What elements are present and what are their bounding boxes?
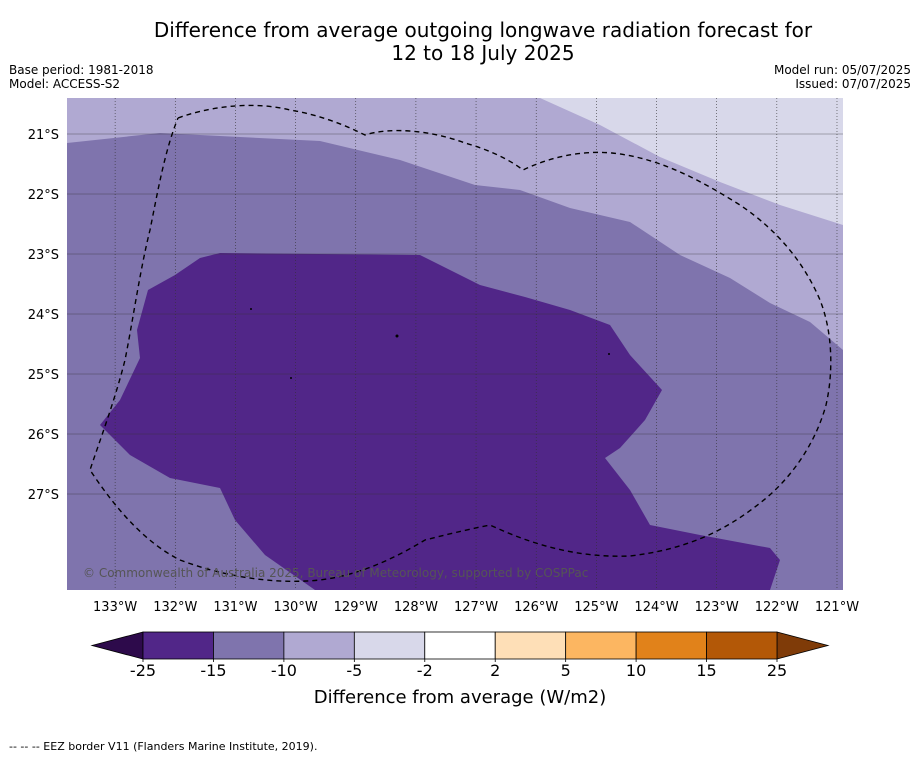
meta-right: Model run: 05/07/2025 Issued: 07/07/2025	[774, 63, 911, 91]
colorbar-tick-label: 25	[767, 661, 787, 680]
colorbar-bin	[353, 631, 426, 660]
eez-border	[89, 104, 832, 582]
longitude-tick-label: 123°W	[695, 600, 739, 615]
latitude-tick-label: 27°S	[28, 488, 59, 503]
colorbar-extend-min	[90, 631, 144, 660]
longitude-tick-label: 132°W	[153, 600, 197, 615]
meta-left: Base period: 1981-2018 Model: ACCESS-S2	[9, 63, 154, 91]
longitude-tick-label: 133°W	[93, 600, 137, 615]
title-line-1: Difference from average outgoing longwav…	[153, 18, 813, 42]
latitude-labels: 21°S 22°S 23°S 24°S 25°S 26°S 27°S	[28, 128, 59, 503]
latitude-tick-label: 21°S	[28, 128, 59, 143]
latitude-tick-label: 26°S	[28, 428, 59, 443]
zone-dark	[100, 253, 780, 590]
colorbar-tick-label: 10	[626, 661, 646, 680]
colorbar-bin	[494, 631, 567, 660]
colorbar-tick-label: -2	[417, 661, 433, 680]
colorbar-bin	[283, 631, 355, 660]
colorbar-tick-label: 15	[696, 661, 716, 680]
colorbar-bin	[706, 631, 778, 660]
colorbar-tick-label: 2	[490, 661, 500, 680]
colorbar-tick-label: 5	[561, 661, 571, 680]
gridlines	[67, 98, 843, 590]
longitude-tick-label: 128°W	[394, 600, 438, 615]
issued-date: Issued: 07/07/2025	[795, 77, 911, 91]
colorbar-bin	[635, 631, 707, 660]
copyright-note: © Commonwealth of Australia 2025, Bureau…	[83, 566, 588, 580]
footer-legend: -- -- -- EEZ border V11 (Flanders Marine…	[9, 740, 318, 753]
colorbar-bin	[565, 631, 637, 660]
longitude-tick-label: 121°W	[815, 600, 859, 615]
colorbar-tick-label: -15	[200, 661, 226, 680]
title-line-2: 12 to 18 July 2025	[391, 41, 575, 65]
map-title: Difference from average outgoing longwav…	[0, 19, 919, 65]
longitude-tick-label: 122°W	[755, 600, 799, 615]
colorbar-bin	[424, 631, 496, 660]
longitude-tick-label: 126°W	[514, 600, 558, 615]
latitude-tick-label: 23°S	[28, 248, 59, 263]
colorbar: -25 -15 -10 -5 -2 2 5 10 15 25	[90, 631, 830, 680]
colorbar-tick-label: -25	[130, 661, 156, 680]
colorbar-bin	[213, 631, 285, 660]
colorbar-tick-label: -5	[346, 661, 362, 680]
map-panel: © Commonwealth of Australia 2025, Bureau…	[67, 98, 843, 590]
latitude-tick-label: 22°S	[28, 188, 59, 203]
longitude-tick-label: 127°W	[454, 600, 498, 615]
colorbar-label: Difference from average (W/m2)	[314, 687, 606, 708]
colorbar-tick-label: -10	[271, 661, 297, 680]
model-run: Model run: 05/07/2025	[773, 63, 911, 77]
longitude-tick-label: 129°W	[334, 600, 378, 615]
map-dots	[250, 308, 610, 379]
longitude-tick-label: 125°W	[574, 600, 618, 615]
colorbar-extend-max	[776, 631, 830, 660]
colorbar-bin	[142, 631, 214, 660]
base-period: Base period: 1981-2018	[9, 63, 154, 77]
longitude-tick-label: 124°W	[634, 600, 678, 615]
latitude-tick-label: 25°S	[28, 368, 59, 383]
longitude-tick-label: 131°W	[213, 600, 257, 615]
longitude-labels: 133°W 132°W 131°W 130°W 129°W 128°W 127°W 126°W…	[93, 600, 859, 615]
longitude-tick-label: 130°W	[274, 600, 318, 615]
model-name: Model: ACCESS-S2	[9, 77, 121, 91]
latitude-tick-label: 24°S	[28, 308, 59, 323]
